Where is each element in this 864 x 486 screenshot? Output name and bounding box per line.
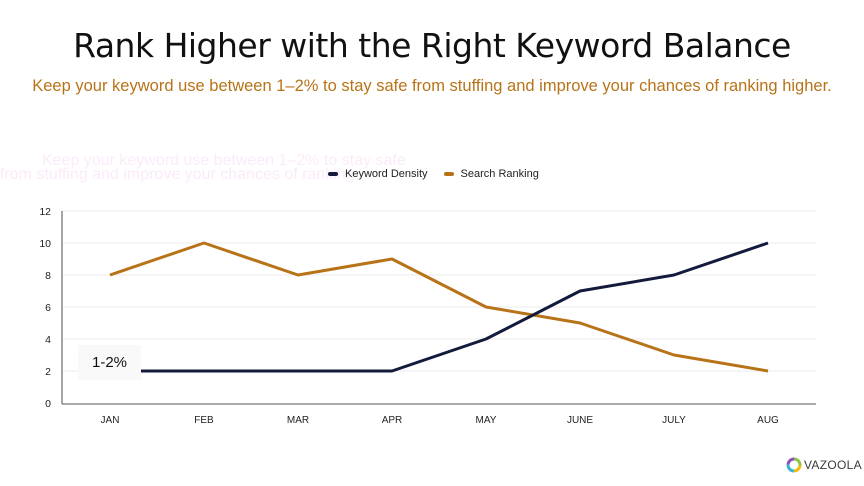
x-tick-label: JUNE — [567, 415, 593, 426]
page-title: Rank Higher with the Right Keyword Balan… — [73, 26, 791, 65]
x-tick-label: MAY — [476, 415, 497, 426]
legend-swatch-icon — [443, 172, 454, 176]
series-line-search-ranking[interactable] — [109, 241, 769, 373]
gridlines — [62, 210, 816, 372]
x-tick-label: JULY — [662, 415, 686, 426]
x-tick-label: AUG — [757, 415, 779, 426]
range-annotation: 1-2% — [78, 345, 141, 380]
x-tick-label: MAR — [287, 415, 309, 426]
chart-series — [109, 241, 769, 373]
y-tick-label: 10 — [39, 238, 51, 250]
ghost-text-artifact: from stuffing and improve your chances o… — [0, 166, 355, 183]
ghost-text-artifact: Keep your keyword use between 1–2% to st… — [42, 152, 406, 169]
vazoola-logo-icon — [786, 457, 802, 473]
y-tick-label: 6 — [45, 302, 51, 314]
y-tick-label: 12 — [39, 206, 51, 218]
x-tick-label: FEB — [194, 415, 214, 426]
logo-text: VAZOOLA — [804, 458, 862, 472]
vazoola-logo: VAZOOLA — [786, 457, 862, 473]
legend-item-search-ranking[interactable]: Search Ranking — [443, 168, 539, 180]
y-axis-ticks: 0 2 4 6 8 10 12 — [39, 206, 51, 410]
legend-label: Keyword Density — [345, 168, 428, 180]
page-subtitle: Keep your keyword use between 1–2% to st… — [32, 77, 832, 95]
y-tick-label: 2 — [45, 366, 51, 378]
y-tick-label: 0 — [45, 398, 51, 410]
x-tick-label: JAN — [101, 415, 120, 426]
legend-item-keyword-density[interactable]: Keyword Density — [328, 168, 428, 180]
y-tick-label: 4 — [45, 334, 51, 346]
legend-label: Search Ranking — [460, 168, 539, 180]
chart-legend: Keyword Density Search Ranking — [328, 168, 555, 180]
y-tick-label: 8 — [45, 270, 51, 282]
x-tick-label: APR — [382, 415, 403, 426]
x-axis-ticks: JAN FEB MAR APR MAY JUNE JULY AUG — [101, 415, 780, 426]
series-line-keyword-density[interactable] — [141, 241, 769, 373]
legend-swatch-icon — [328, 172, 338, 176]
